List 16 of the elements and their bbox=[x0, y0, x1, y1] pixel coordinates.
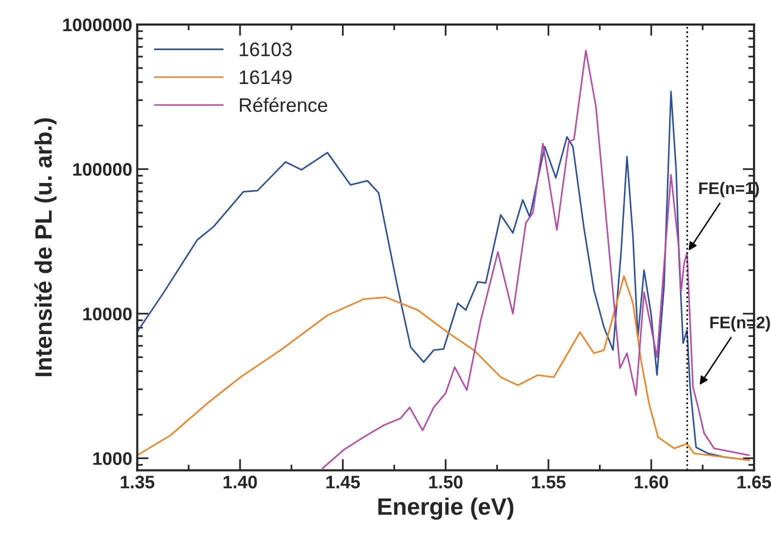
x-tick-label: 1.55 bbox=[532, 476, 566, 488]
y-tick-label: 1000000 bbox=[63, 18, 132, 32]
y-tick-label: 100000 bbox=[73, 163, 132, 176]
x-tick-label: 1.60 bbox=[634, 476, 668, 488]
x-tick-label: 1.45 bbox=[326, 476, 360, 488]
x-tick-label: 1.40 bbox=[224, 476, 257, 488]
legend-label: 16103 bbox=[240, 42, 292, 56]
legend-label: Référence bbox=[240, 97, 328, 112]
x-axis-title: Energie (eV) bbox=[378, 498, 514, 520]
y-axis-title: Intensité de PL (u. arb.) bbox=[34, 118, 57, 376]
x-tick-label: 1.35 bbox=[120, 476, 154, 488]
x-tick-label: 1.50 bbox=[429, 476, 462, 488]
y-tick-label: 1000 bbox=[93, 452, 132, 465]
x-tick-label: 1.65 bbox=[738, 476, 771, 488]
legend-label: 16149 bbox=[240, 70, 292, 84]
y-tick-label: 10000 bbox=[83, 308, 132, 320]
